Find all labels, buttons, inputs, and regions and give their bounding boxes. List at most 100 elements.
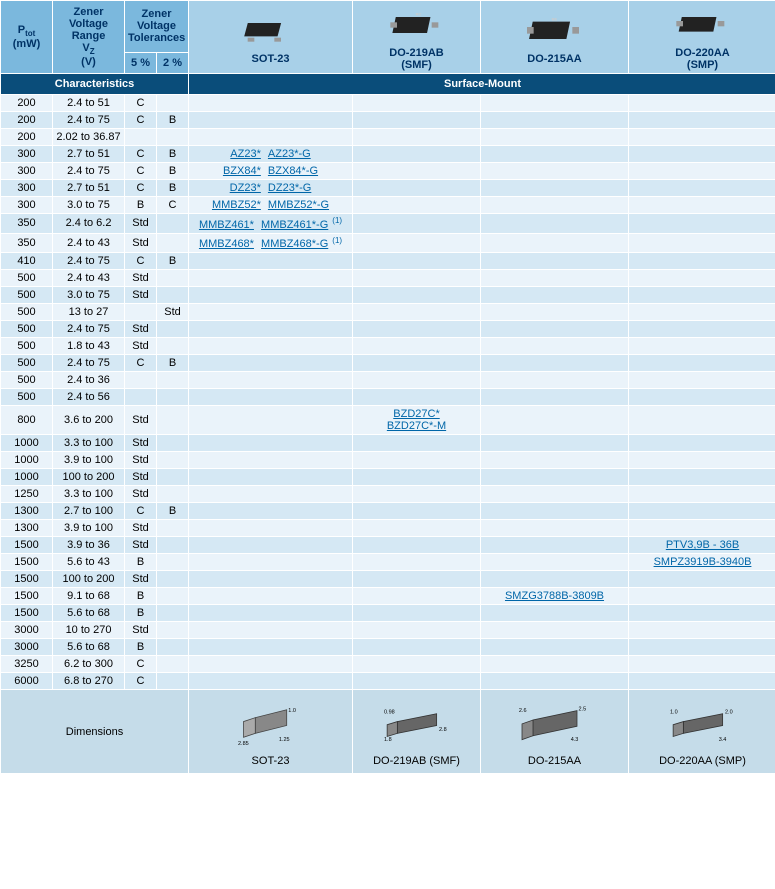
cell-tol5: C bbox=[125, 95, 157, 112]
table-row: 3003.0 to 75BCMMBZ52* MMBZ52*-G bbox=[1, 197, 775, 214]
cell-ptot: 500 bbox=[1, 372, 53, 389]
cell-do215aa bbox=[481, 129, 629, 146]
cell-vz: 5.6 to 68 bbox=[53, 605, 125, 622]
cell-tol2: C bbox=[157, 197, 189, 214]
cell-sot23: AZ23* AZ23*-G bbox=[189, 146, 353, 163]
cell-sot23 bbox=[189, 673, 353, 690]
part-link[interactable]: MMBZ52*-G bbox=[268, 199, 329, 211]
cell-tol5: Std bbox=[125, 571, 157, 588]
cell-tol2 bbox=[157, 287, 189, 304]
cell-vz: 2.7 to 51 bbox=[53, 146, 125, 163]
part-link[interactable]: MMBZ468* bbox=[199, 238, 254, 250]
cell-do215aa bbox=[481, 656, 629, 673]
svg-text:1.25: 1.25 bbox=[278, 738, 289, 744]
cell-ptot: 1300 bbox=[1, 503, 53, 520]
section-characteristics: Characteristics bbox=[1, 74, 189, 95]
cell-tol2 bbox=[157, 321, 189, 338]
part-link[interactable]: AZ23*-G bbox=[268, 148, 311, 160]
part-link[interactable]: MMBZ52* bbox=[212, 199, 261, 211]
svg-text:2.5: 2.5 bbox=[578, 707, 586, 713]
cell-ptot: 350 bbox=[1, 214, 53, 234]
cell-tol2 bbox=[157, 338, 189, 355]
cell-do219ab bbox=[353, 571, 481, 588]
zener-spec-table: Ptot(mW) ZenerVoltageRange VZ(V) ZenerVo… bbox=[0, 0, 775, 774]
cell-tol5: C bbox=[125, 355, 157, 372]
part-link[interactable]: MMBZ461* bbox=[199, 219, 254, 231]
cell-sot23 bbox=[189, 304, 353, 321]
cell-do219ab: BZD27C*BZD27C*-M bbox=[353, 406, 481, 435]
cell-tol2 bbox=[157, 389, 189, 406]
cell-ptot: 1500 bbox=[1, 571, 53, 588]
cell-do220aa bbox=[629, 214, 775, 234]
cell-tol5: C bbox=[125, 503, 157, 520]
svg-text:2.6: 2.6 bbox=[518, 708, 526, 714]
cell-do220aa bbox=[629, 304, 775, 321]
cell-do219ab bbox=[353, 253, 481, 270]
cell-tol2 bbox=[157, 571, 189, 588]
cell-do215aa bbox=[481, 469, 629, 486]
col-tolerances: ZenerVoltageTolerances bbox=[125, 1, 189, 53]
cell-do220aa bbox=[629, 469, 775, 486]
cell-do215aa bbox=[481, 571, 629, 588]
cell-tol5: Std bbox=[125, 452, 157, 469]
cell-do220aa bbox=[629, 95, 775, 112]
part-link[interactable]: MMBZ461*-G bbox=[261, 219, 328, 231]
part-link[interactable]: DZ23* bbox=[230, 182, 261, 194]
svg-text:2.0: 2.0 bbox=[725, 710, 733, 716]
cell-tol5: Std bbox=[125, 469, 157, 486]
svg-text:4.3: 4.3 bbox=[570, 738, 578, 744]
part-link[interactable]: BZX84* bbox=[223, 165, 261, 177]
cell-do220aa: PTV3,9B - 36B bbox=[629, 537, 775, 554]
cell-ptot: 3000 bbox=[1, 639, 53, 656]
svg-text:1.0: 1.0 bbox=[670, 710, 678, 716]
cell-do215aa bbox=[481, 520, 629, 537]
cell-tol2 bbox=[157, 639, 189, 656]
table-row: 5002.4 to 56 bbox=[1, 389, 775, 406]
part-link[interactable]: DZ23*-G bbox=[268, 182, 311, 194]
cell-sot23 bbox=[189, 270, 353, 287]
cell-vz: 3.0 to 75 bbox=[53, 287, 125, 304]
cell-do215aa bbox=[481, 214, 629, 234]
cell-tol2 bbox=[157, 270, 189, 287]
cell-tol5: Std bbox=[125, 622, 157, 639]
dimensions-label: Dimensions bbox=[1, 690, 189, 774]
part-link[interactable]: SMZG3788B-3809B bbox=[505, 590, 604, 602]
table-row: 4102.4 to 75CB bbox=[1, 253, 775, 270]
cell-tol2 bbox=[157, 673, 189, 690]
part-link[interactable]: SMPZ3919B-3940B bbox=[654, 556, 752, 568]
cell-do220aa bbox=[629, 520, 775, 537]
cell-do219ab bbox=[353, 180, 481, 197]
cell-sot23 bbox=[189, 639, 353, 656]
cell-vz: 2.7 to 100 bbox=[53, 503, 125, 520]
cell-do220aa bbox=[629, 656, 775, 673]
col-do219ab: RC DO-219AB(SMF) bbox=[353, 1, 481, 74]
table-row: 5001.8 to 43Std bbox=[1, 338, 775, 355]
cell-do219ab bbox=[353, 554, 481, 571]
cell-tol2: B bbox=[157, 253, 189, 270]
cell-do219ab bbox=[353, 486, 481, 503]
cell-do219ab bbox=[353, 452, 481, 469]
cell-tol5: C bbox=[125, 673, 157, 690]
part-link[interactable]: BZD27C* bbox=[393, 408, 439, 420]
col-vz: ZenerVoltageRange VZ(V) bbox=[53, 1, 125, 74]
part-link[interactable]: BZX84*-G bbox=[268, 165, 318, 177]
cell-vz: 2.4 to 75 bbox=[53, 355, 125, 372]
part-link[interactable]: PTV3,9B - 36B bbox=[666, 539, 739, 551]
cell-tol2 bbox=[157, 452, 189, 469]
cell-do219ab bbox=[353, 622, 481, 639]
table-row: 3502.4 to 6.2StdMMBZ461* MMBZ461*-G(1) bbox=[1, 214, 775, 234]
cell-tol2 bbox=[157, 520, 189, 537]
cell-do215aa bbox=[481, 233, 629, 253]
part-link[interactable]: BZD27C*-M bbox=[387, 420, 446, 432]
part-link[interactable]: AZ23* bbox=[230, 148, 261, 160]
cell-tol5: C bbox=[125, 253, 157, 270]
cell-do220aa bbox=[629, 673, 775, 690]
cell-do219ab bbox=[353, 112, 481, 129]
part-link[interactable]: MMBZ468*-G bbox=[261, 238, 328, 250]
svg-text:3.4: 3.4 bbox=[718, 738, 726, 744]
cell-ptot: 3000 bbox=[1, 622, 53, 639]
cell-vz: 3.6 to 200 bbox=[53, 406, 125, 435]
cell-do219ab bbox=[353, 129, 481, 146]
cell-ptot: 410 bbox=[1, 253, 53, 270]
cell-do215aa bbox=[481, 639, 629, 656]
